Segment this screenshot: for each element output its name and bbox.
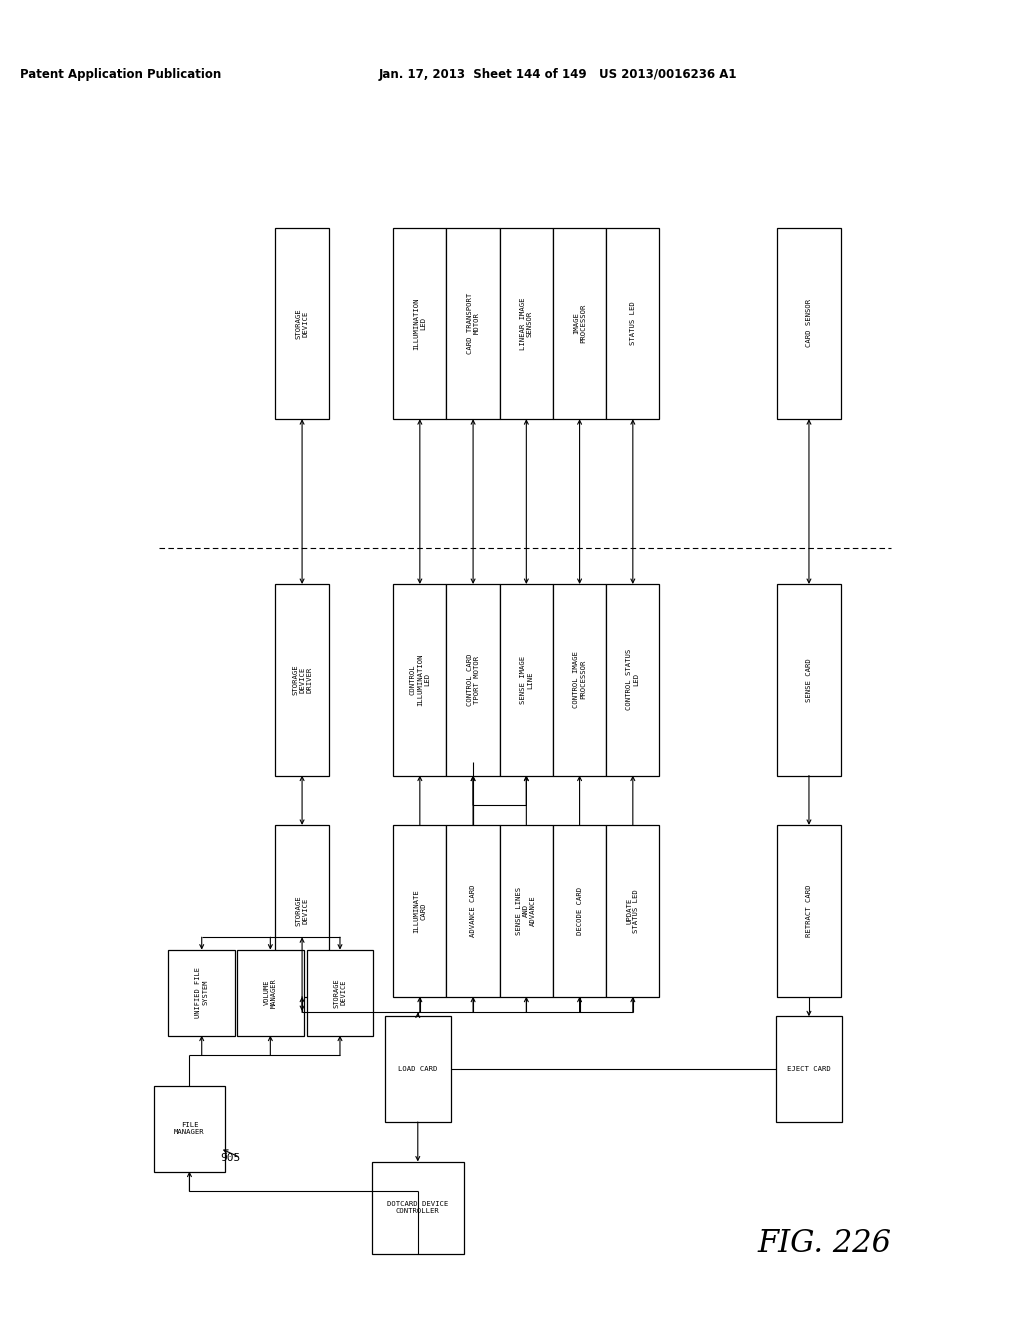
Bar xyxy=(500,825,553,997)
Text: CARD TRANSPORT
MOTOR: CARD TRANSPORT MOTOR xyxy=(467,293,479,354)
Text: UPDATE
STATUS LED: UPDATE STATUS LED xyxy=(627,888,639,933)
Text: CONTROL STATUS
LED: CONTROL STATUS LED xyxy=(627,649,639,710)
Text: CARD SENSOR: CARD SENSOR xyxy=(806,300,812,347)
Bar xyxy=(384,1016,451,1122)
Text: CONTROL CARD
TPORT MOTOR: CONTROL CARD TPORT MOTOR xyxy=(467,653,479,706)
Bar xyxy=(553,227,606,420)
Text: Jan. 17, 2013  Sheet 144 of 149   US 2013/0016236 A1: Jan. 17, 2013 Sheet 144 of 149 US 2013/0… xyxy=(379,67,737,81)
Text: UNIFIED FILE
SYSTEM: UNIFIED FILE SYSTEM xyxy=(196,968,208,1018)
Bar xyxy=(777,583,841,776)
Text: SENSE LINES
AND
ADVANCE: SENSE LINES AND ADVANCE xyxy=(516,887,537,935)
Bar xyxy=(238,950,303,1035)
Bar xyxy=(446,583,500,776)
Bar xyxy=(776,1016,842,1122)
Bar xyxy=(372,1162,464,1254)
Bar xyxy=(168,950,236,1035)
Text: ILLUMINATE
CARD: ILLUMINATE CARD xyxy=(414,888,426,933)
Bar xyxy=(275,583,329,776)
Bar xyxy=(446,825,500,997)
Bar xyxy=(777,227,841,420)
Text: VOLUME
MANAGER: VOLUME MANAGER xyxy=(264,978,276,1007)
Text: STORAGE
DEVICE: STORAGE DEVICE xyxy=(296,895,308,927)
Text: ADVANCE CARD: ADVANCE CARD xyxy=(470,884,476,937)
Bar xyxy=(275,825,329,997)
Text: CONTROL IMAGE
PROCESSOR: CONTROL IMAGE PROCESSOR xyxy=(573,651,586,709)
Text: RETRACT CARD: RETRACT CARD xyxy=(806,884,812,937)
Text: DECODE CARD: DECODE CARD xyxy=(577,887,583,935)
Text: IMAGE
PROCESSOR: IMAGE PROCESSOR xyxy=(573,304,586,343)
Text: EJECT CARD: EJECT CARD xyxy=(787,1067,830,1072)
Text: FILE
MANAGER: FILE MANAGER xyxy=(174,1122,205,1135)
Bar xyxy=(606,227,659,420)
Bar xyxy=(154,1085,225,1172)
Bar xyxy=(500,583,553,776)
Bar xyxy=(393,825,446,997)
Bar xyxy=(606,825,659,997)
Text: FIG. 226: FIG. 226 xyxy=(758,1228,892,1259)
Bar xyxy=(275,227,329,420)
Bar xyxy=(553,825,606,997)
Text: STATUS LED: STATUS LED xyxy=(630,301,636,346)
Text: LOAD CARD: LOAD CARD xyxy=(398,1067,437,1072)
Text: LINEAR IMAGE
SENSOR: LINEAR IMAGE SENSOR xyxy=(520,297,532,350)
Text: STORAGE
DEVICE: STORAGE DEVICE xyxy=(334,978,346,1007)
Bar xyxy=(777,825,841,997)
Text: 905: 905 xyxy=(220,1152,241,1163)
Bar xyxy=(446,227,500,420)
Text: SENSE IMAGE
LINE: SENSE IMAGE LINE xyxy=(520,656,532,704)
Bar xyxy=(393,583,446,776)
Bar xyxy=(606,583,659,776)
Text: STORAGE
DEVICE: STORAGE DEVICE xyxy=(296,308,308,339)
Text: SENSE CARD: SENSE CARD xyxy=(806,657,812,702)
Bar xyxy=(553,583,606,776)
Bar xyxy=(500,227,553,420)
Bar xyxy=(307,950,373,1035)
Text: ILLUMINATION
LED: ILLUMINATION LED xyxy=(414,297,426,350)
Text: Patent Application Publication: Patent Application Publication xyxy=(20,67,222,81)
Text: STORAGE
DEVICE
DRIVER: STORAGE DEVICE DRIVER xyxy=(292,664,312,696)
Bar xyxy=(393,227,446,420)
Text: DOTCARD DEVICE
CONTROLLER: DOTCARD DEVICE CONTROLLER xyxy=(387,1201,449,1214)
Text: CONTROL
ILLUMINATION
LED: CONTROL ILLUMINATION LED xyxy=(410,653,430,706)
